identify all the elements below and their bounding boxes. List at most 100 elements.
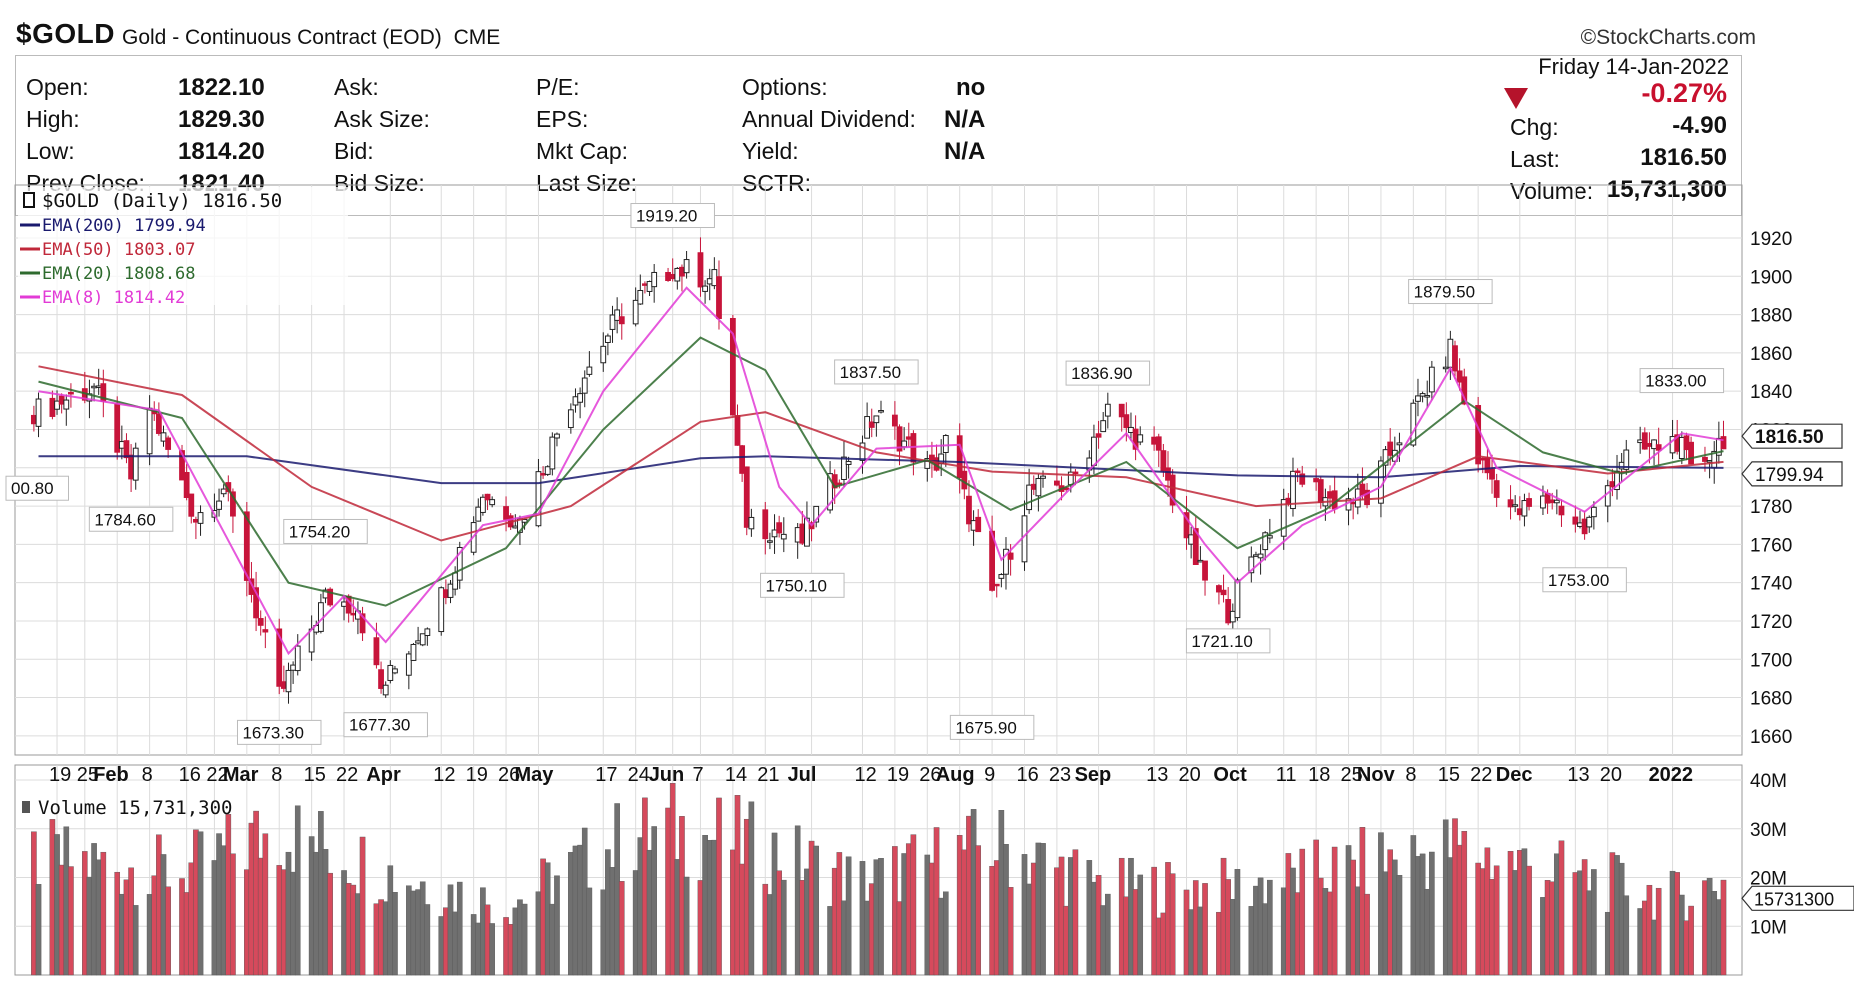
description-text: Gold - Continuous Contract (EOD) (122, 26, 442, 49)
candle-body (216, 500, 222, 510)
candle-body (30, 414, 37, 425)
chg-value: -4.90 (1672, 112, 1727, 139)
volume-bar (1216, 911, 1222, 976)
volume-bar (841, 900, 847, 976)
candle-body (729, 317, 736, 416)
volume-bar (308, 836, 315, 976)
candle-body (1484, 457, 1491, 474)
candle-body (1280, 499, 1287, 537)
quote-col-fundamentals: P/E: EPS: Mkt Cap: Last Size: (536, 74, 637, 202)
volume-bar (864, 900, 870, 976)
volume-bar (1030, 862, 1037, 976)
volume-bar (146, 894, 153, 976)
price-annotation: 00.80 (11, 479, 54, 498)
volume-bar (1331, 846, 1338, 976)
candle-body (586, 366, 593, 375)
price-annotation: 1919.20 (636, 207, 697, 226)
candle-body (1516, 508, 1523, 516)
volume-bar (1382, 871, 1389, 976)
volume-bar (1095, 875, 1102, 976)
candle-body (1479, 457, 1486, 461)
chart-legend: $GOLD (Daily) 1816.50 EMA(200) 1799.94 EMA… (18, 187, 348, 819)
volume-bar (1586, 890, 1593, 976)
volume-bar (669, 782, 676, 976)
candle-body (1456, 370, 1463, 383)
volume-bar (1280, 887, 1287, 976)
volume-bar (1679, 894, 1685, 976)
candle-body (642, 283, 648, 286)
x-tick-label: 18 (1308, 764, 1330, 786)
candle-body (1623, 449, 1630, 470)
volume-bar (179, 878, 185, 976)
price-annotation-box (1639, 368, 1725, 394)
volume-bar (276, 865, 283, 976)
volume-bar (1257, 877, 1264, 976)
candle-body (1331, 490, 1338, 510)
volume-bar (1702, 880, 1708, 976)
candle-body (68, 391, 74, 395)
candle-body (924, 458, 931, 469)
x-tick-label: 23 (1049, 764, 1071, 786)
x-tick-label: 15 (1438, 764, 1460, 786)
candle-body (1507, 499, 1514, 508)
candle-body (415, 640, 421, 644)
volume-bar (1151, 866, 1157, 976)
volume-bar (1669, 870, 1676, 976)
x-tick-label: 2022 (1649, 764, 1694, 786)
candle-body (706, 278, 713, 285)
candle-body (165, 437, 172, 450)
volume-value: 15,731,300 (1606, 176, 1727, 203)
price-tick-label: 1680 (1750, 689, 1792, 710)
volume-bar (873, 859, 880, 976)
volume-tick-label: 40M (1750, 771, 1787, 792)
volume-bar (424, 904, 431, 976)
candle-body (146, 407, 153, 455)
volume-bar (1137, 874, 1144, 976)
brand-logo[interactable]: ©StockCharts.com (1580, 26, 1756, 49)
candle-body (891, 414, 898, 427)
volume-bar (739, 863, 745, 976)
candle-body (392, 668, 398, 674)
candle-body (243, 511, 250, 581)
candle-body (512, 525, 519, 529)
volume-bar (443, 907, 449, 976)
volume-bar (706, 840, 713, 976)
volume-bar (1350, 859, 1356, 976)
volume-bar (1637, 908, 1643, 976)
x-tick-label: 9 (984, 764, 995, 786)
candle-body (1220, 589, 1227, 596)
volume-bar (813, 845, 819, 976)
volume-bar (355, 893, 361, 976)
candle-body (1026, 484, 1033, 511)
low-value: 1814.20 (178, 138, 265, 165)
high-value: 1829.30 (178, 106, 265, 133)
volume-bar (1003, 844, 1009, 976)
x-tick-label: May (514, 764, 554, 786)
last-price-tag: 1816.50 (1755, 427, 1824, 448)
volume-bar (406, 885, 412, 976)
volume-bar (1035, 842, 1042, 976)
volume-bar (1313, 839, 1319, 976)
volume-bar (244, 869, 250, 976)
volume-bar (1572, 872, 1579, 976)
exchange-text: CME (453, 26, 501, 49)
price-annotation: 1677.30 (349, 716, 410, 735)
x-tick-label: Dec (1496, 764, 1533, 786)
price-annotation-box (5, 475, 69, 501)
volume-bar (1614, 855, 1620, 976)
volume-bar (1447, 857, 1454, 976)
options-value: no (956, 74, 986, 101)
volume-bar (762, 883, 769, 976)
candle-body (1387, 441, 1394, 456)
symbol: $GOLD (16, 18, 115, 49)
volume-bar (1160, 912, 1167, 976)
candle-body (739, 445, 746, 474)
candle-body (1410, 402, 1417, 446)
volume-bar (95, 859, 102, 976)
price-tick-label: 1900 (1750, 267, 1792, 288)
volume-bar (618, 881, 625, 976)
candle-body (683, 259, 690, 274)
candle-body (679, 266, 685, 277)
candle-body (1641, 432, 1648, 450)
